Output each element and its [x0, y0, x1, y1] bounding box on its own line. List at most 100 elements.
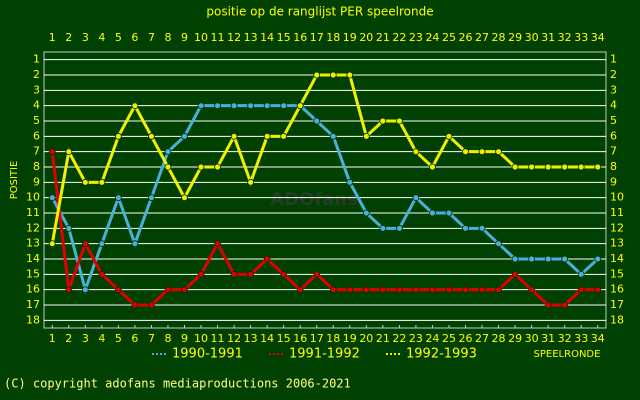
x-tick-label-bottom: 34 — [591, 332, 605, 345]
y-tick-label: 9 — [33, 175, 40, 188]
y-tick-label-right: 4 — [610, 99, 617, 112]
point — [164, 163, 172, 171]
point — [412, 286, 420, 294]
point — [114, 286, 122, 294]
x-tick-label-bottom: 16 — [293, 332, 307, 345]
point — [346, 178, 354, 186]
y-tick-label-right: 17 — [610, 298, 624, 311]
point — [577, 163, 585, 171]
point — [511, 255, 519, 263]
point — [313, 270, 321, 278]
point — [148, 194, 155, 202]
y-tick-label: 1 — [33, 53, 40, 66]
point — [280, 102, 288, 110]
legend-label: 1991-1992 — [289, 347, 360, 362]
point — [561, 163, 569, 171]
y-axis-label: POSITIE — [9, 161, 20, 200]
point — [429, 163, 436, 171]
point — [313, 117, 321, 125]
x-tick-label-bottom: 3 — [82, 332, 89, 345]
x-tick-label: 15 — [277, 31, 291, 44]
x-tick-label: 3 — [82, 31, 89, 44]
x-tick-label-bottom: 1 — [49, 332, 56, 345]
point — [98, 240, 106, 248]
point — [346, 286, 354, 294]
point — [395, 224, 403, 232]
point — [263, 102, 271, 110]
legend-label: 1990-1991 — [172, 347, 243, 362]
point — [346, 71, 354, 79]
point — [164, 286, 172, 294]
point — [280, 270, 288, 278]
y-tick-label-right: 6 — [610, 129, 617, 142]
x-tick-label-bottom: 24 — [425, 332, 439, 345]
x-tick-label-bottom: 11 — [211, 332, 225, 345]
x-tick-label-bottom: 33 — [574, 332, 588, 345]
point — [48, 240, 56, 248]
point — [478, 224, 486, 232]
x-tick-label-bottom: 10 — [194, 332, 208, 345]
point — [280, 132, 288, 140]
x-tick-label: 9 — [181, 31, 188, 44]
y-tick-label-right: 12 — [610, 221, 624, 234]
point — [247, 178, 255, 186]
series-line — [50, 104, 599, 295]
point — [379, 224, 387, 232]
point — [561, 301, 569, 309]
x-tick-label: 22 — [392, 31, 406, 44]
point — [594, 255, 602, 263]
x-tick-label-bottom: 26 — [459, 332, 473, 345]
point — [362, 209, 370, 217]
x-tick-label-bottom: 28 — [492, 332, 506, 345]
x-tick-label-bottom: 6 — [131, 332, 138, 345]
y-tick-label-right: 8 — [610, 160, 617, 173]
y-tick-label: 14 — [26, 252, 40, 265]
x-tick-label: 31 — [541, 31, 555, 44]
point — [495, 240, 502, 248]
point — [114, 132, 122, 140]
y-tick-label: 12 — [26, 221, 40, 234]
y-tick-label-right: 7 — [610, 145, 617, 158]
x-tick-label: 2 — [65, 31, 72, 44]
point — [148, 132, 155, 140]
x-tick-label: 6 — [131, 31, 138, 44]
x-tick-label-bottom: 18 — [326, 332, 340, 345]
point — [329, 132, 337, 140]
point — [379, 117, 387, 125]
point — [247, 102, 255, 110]
point — [412, 194, 420, 202]
y-tick-label-right: 5 — [610, 114, 617, 127]
y-tick-label-right: 2 — [610, 68, 617, 81]
x-tick-label-bottom: 14 — [260, 332, 274, 345]
x-tick-label: 7 — [148, 31, 155, 44]
point — [544, 301, 552, 309]
point — [511, 270, 519, 278]
footer: (C) copyright adofans mediaproductions 2… — [4, 377, 351, 391]
point — [544, 163, 552, 171]
point — [462, 224, 469, 232]
x-tick-label-bottom: 13 — [244, 332, 258, 345]
point — [214, 240, 221, 248]
x-tick-label: 5 — [115, 31, 122, 44]
x-tick-label: 33 — [574, 31, 588, 44]
x-tick-label: 29 — [508, 31, 522, 44]
x-tick-label: 8 — [164, 31, 171, 44]
point — [81, 178, 89, 186]
point — [48, 148, 56, 156]
point — [577, 286, 585, 294]
point — [197, 270, 205, 278]
point — [230, 270, 238, 278]
y-tick-label: 18 — [26, 313, 40, 326]
point — [495, 286, 502, 294]
point — [48, 194, 56, 202]
x-tick-label: 26 — [459, 31, 473, 44]
y-tick-label: 2 — [33, 68, 40, 81]
y-tick-label: 7 — [33, 145, 40, 158]
chart-title: positie op de ranglijst PER speelronde — [206, 5, 433, 19]
x-tick-label: 34 — [591, 31, 605, 44]
x-tick-label-bottom: 4 — [98, 332, 105, 345]
point — [197, 102, 205, 110]
x-tick-label: 30 — [525, 31, 539, 44]
point — [65, 148, 73, 156]
x-tick-label-bottom: 19 — [343, 332, 357, 345]
